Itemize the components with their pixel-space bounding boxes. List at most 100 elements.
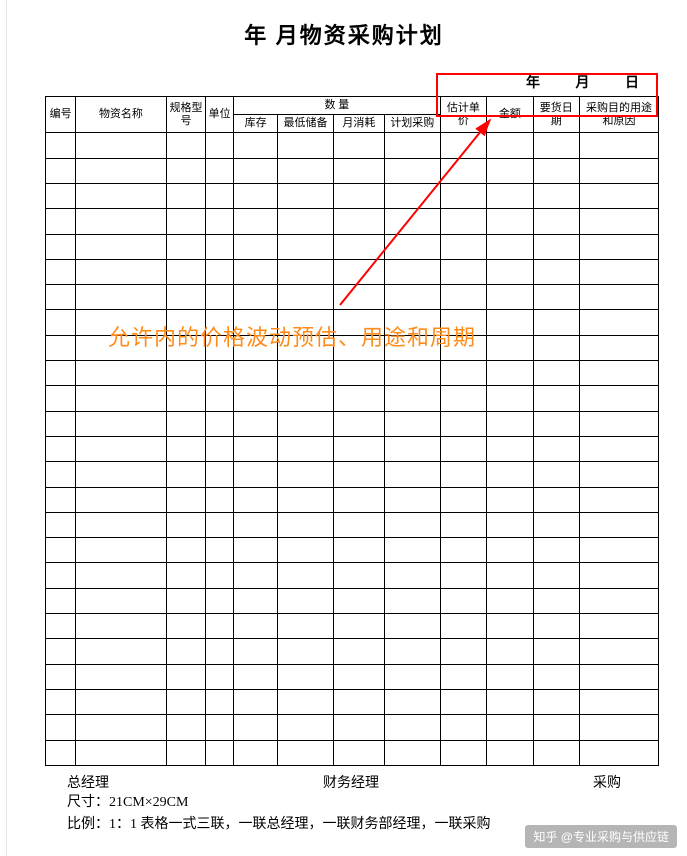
table-cell [234, 133, 278, 158]
col-qty-group: 数 量 [234, 97, 441, 115]
table-cell [278, 436, 334, 461]
table-cell [234, 563, 278, 588]
table-cell [384, 740, 440, 765]
table-cell [384, 639, 440, 664]
table-cell [533, 462, 579, 487]
table-cell [76, 689, 167, 714]
table-cell [579, 386, 658, 411]
table-row [46, 259, 659, 284]
sig-buyer: 采购 [593, 772, 621, 792]
table-cell [533, 209, 579, 234]
annotation-text: 允许内的价格波动预估、用途和周期 [108, 320, 476, 352]
month-label: 月 [576, 76, 592, 91]
table-row [46, 183, 659, 208]
table-cell [579, 664, 658, 689]
table-cell [384, 588, 440, 613]
table-cell [533, 133, 579, 158]
table-cell [579, 639, 658, 664]
table-cell [487, 538, 533, 563]
table-cell [46, 639, 76, 664]
table-cell [487, 335, 533, 360]
table-cell [533, 740, 579, 765]
table-cell [46, 411, 76, 436]
table-cell [46, 183, 76, 208]
table-cell [487, 234, 533, 259]
table-cell [579, 563, 658, 588]
watermark: 知乎 @专业采购与供应链 [525, 825, 677, 848]
table-cell [46, 740, 76, 765]
table-cell [166, 259, 205, 284]
table-cell [579, 310, 658, 335]
table-cell [46, 462, 76, 487]
table-cell [440, 740, 486, 765]
table-cell [487, 614, 533, 639]
table-cell [46, 664, 76, 689]
table-cell [166, 411, 205, 436]
table-cell [384, 664, 440, 689]
table-cell [166, 361, 205, 386]
table-cell [384, 411, 440, 436]
table-cell [487, 285, 533, 310]
table-cell [487, 588, 533, 613]
sig-finance: 财务经理 [323, 772, 379, 792]
col-purpose: 采购目的用途和原因 [579, 97, 658, 133]
table-cell [440, 386, 486, 411]
table-cell [76, 512, 167, 537]
table-cell [533, 285, 579, 310]
table-cell [234, 158, 278, 183]
table-cell [487, 715, 533, 740]
table-cell [166, 614, 205, 639]
table-cell [440, 538, 486, 563]
day-label: 日 [625, 76, 641, 91]
table-cell [234, 512, 278, 537]
table-cell [579, 689, 658, 714]
table-cell [579, 133, 658, 158]
table-cell [440, 133, 486, 158]
table-cell [234, 234, 278, 259]
table-cell [76, 664, 167, 689]
table-row [46, 639, 659, 664]
table-cell [76, 361, 167, 386]
table-cell [333, 209, 384, 234]
table-row [46, 588, 659, 613]
table-cell [384, 538, 440, 563]
table-cell [333, 512, 384, 537]
table-cell [440, 462, 486, 487]
table-cell [206, 234, 234, 259]
table-cell [46, 715, 76, 740]
table-cell [166, 386, 205, 411]
table-cell [206, 538, 234, 563]
table-cell [440, 234, 486, 259]
table-cell [533, 715, 579, 740]
table-row [46, 740, 659, 765]
table-row [46, 715, 659, 740]
table-cell [278, 158, 334, 183]
table-cell [166, 462, 205, 487]
table-cell [533, 310, 579, 335]
table-cell [206, 259, 234, 284]
table-cell [278, 209, 334, 234]
table-cell [579, 715, 658, 740]
table-cell [579, 740, 658, 765]
table-row [46, 462, 659, 487]
table-cell [533, 335, 579, 360]
table-cell [46, 310, 76, 335]
table-cell [206, 664, 234, 689]
table-cell [46, 689, 76, 714]
table-cell [234, 664, 278, 689]
table-row [46, 689, 659, 714]
table-cell [76, 538, 167, 563]
table-cell [206, 740, 234, 765]
table-cell [333, 563, 384, 588]
table-cell [440, 259, 486, 284]
table-cell [579, 259, 658, 284]
table-cell [533, 361, 579, 386]
table-cell [487, 639, 533, 664]
table-cell [487, 487, 533, 512]
table-cell [487, 740, 533, 765]
table-cell [533, 411, 579, 436]
table-cell [384, 386, 440, 411]
table-cell [440, 689, 486, 714]
table-cell [234, 386, 278, 411]
table-cell [76, 740, 167, 765]
